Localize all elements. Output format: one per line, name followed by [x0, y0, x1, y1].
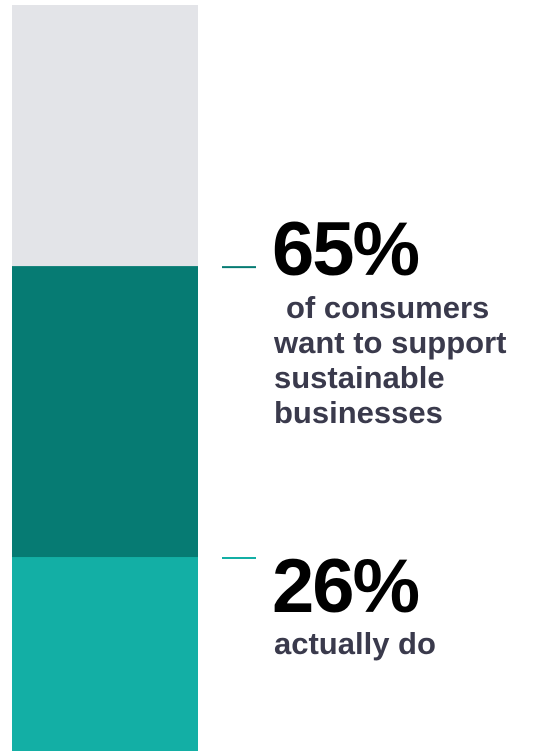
stat-value-65: 65%: [272, 207, 420, 292]
stat-description-consumers: of consumers want to support sustainable…: [274, 290, 507, 430]
bar-segment-26: [12, 557, 198, 751]
stat-description-actually-do: actually do: [274, 626, 436, 661]
stat-value-26: 26%: [272, 544, 420, 629]
